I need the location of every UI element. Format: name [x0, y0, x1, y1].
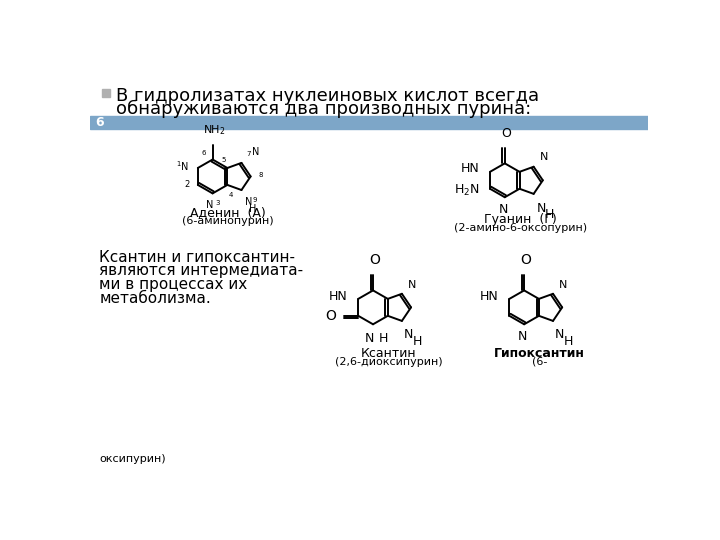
Text: Аденин  (А): Аденин (А) [190, 206, 266, 219]
Text: N: N [251, 147, 259, 158]
Text: оксипурин): оксипурин) [99, 454, 166, 464]
Text: H$_2$N: H$_2$N [454, 183, 480, 198]
Text: 8: 8 [258, 172, 263, 178]
Text: N: N [206, 200, 213, 210]
Text: N: N [559, 280, 567, 290]
Text: 3: 3 [216, 200, 220, 206]
Text: H: H [413, 335, 422, 348]
Text: (2,6-диоксипурин): (2,6-диоксипурин) [335, 356, 442, 367]
Text: H: H [379, 332, 389, 345]
Text: 4: 4 [229, 192, 233, 198]
Text: N: N [554, 328, 564, 341]
Text: $^1$N: $^1$N [176, 159, 189, 173]
Text: N: N [498, 202, 508, 215]
Text: O: O [369, 253, 380, 267]
Text: (6-аминопурин): (6-аминопурин) [182, 217, 274, 226]
Text: являются интермедиата-: являются интермедиата- [99, 264, 303, 279]
Text: N: N [365, 332, 374, 345]
Text: NH$_2$: NH$_2$ [203, 123, 225, 137]
Text: 9: 9 [252, 197, 257, 203]
Text: HN: HN [480, 290, 498, 303]
Text: Гуанин  (Г): Гуанин (Г) [484, 213, 557, 226]
Text: 6: 6 [202, 150, 207, 156]
Text: N: N [245, 197, 252, 207]
Text: В гидролизатах нуклеиновых кислот всегда: В гидролизатах нуклеиновых кислот всегда [116, 87, 539, 105]
Text: N: N [518, 330, 527, 343]
Text: N: N [408, 280, 416, 290]
Text: O: O [501, 127, 511, 140]
Text: N: N [403, 328, 413, 341]
Bar [90, 116, 648, 129]
Text: 2: 2 [184, 180, 189, 190]
Text: N: N [540, 152, 548, 162]
Text: O: O [521, 253, 531, 267]
Text: Ксантин: Ксантин [361, 347, 416, 360]
Text: (6-: (6- [532, 356, 547, 367]
Bar [102, 89, 110, 97]
Text: N: N [536, 201, 546, 214]
Text: O: O [325, 309, 336, 323]
Text: ми в процессах их: ми в процессах их [99, 278, 248, 292]
Text: Ксантин и гипоксантин-: Ксантин и гипоксантин- [99, 249, 295, 265]
Text: обнаруживаются два производных пурина:: обнаруживаются два производных пурина: [116, 100, 531, 118]
Text: HN: HN [460, 162, 480, 176]
Text: Гипоксантин: Гипоксантин [494, 347, 585, 360]
Text: HN: HN [328, 290, 348, 303]
Text: H: H [544, 208, 554, 221]
Text: H: H [249, 204, 256, 214]
Text: 5: 5 [221, 157, 225, 163]
Text: метаболизма.: метаболизма. [99, 291, 211, 306]
Text: H: H [564, 335, 573, 348]
Text: 7: 7 [246, 152, 251, 158]
Text: 6: 6 [96, 116, 104, 129]
Text: (2-амино-6-оксопурин): (2-амино-6-оксопурин) [454, 222, 587, 233]
